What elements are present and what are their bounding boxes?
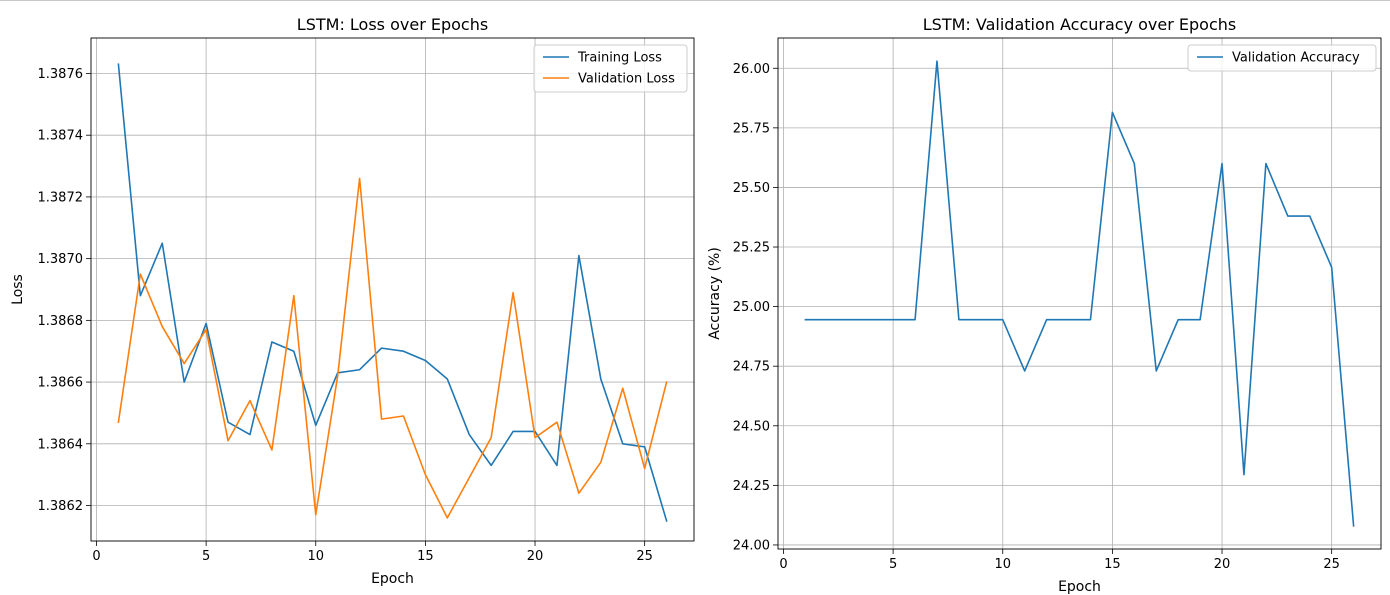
x-tick-label: 5: [202, 549, 210, 564]
x-tick-label: 15: [1104, 557, 1121, 572]
x-tick-label: 25: [1323, 557, 1340, 572]
series-line-2: [117, 177, 668, 519]
chart-title: LSTM: Loss over Epochs: [297, 15, 488, 34]
legend-label: Training Loss: [577, 51, 662, 66]
legend-label: Validation Loss: [578, 72, 675, 87]
x-axis-title: Epoch: [371, 571, 414, 587]
y-tick-label: 25.75: [733, 121, 770, 136]
y-tick-label: 24.50: [733, 419, 770, 434]
x-tick-label: 20: [1214, 557, 1231, 572]
y-tick-label: 25.50: [733, 181, 770, 196]
series-line-1: [117, 63, 668, 522]
x-tick-label: 10: [994, 557, 1011, 572]
legend-label: Validation Accuracy: [1232, 51, 1360, 66]
y-tick-label: 1.3868: [38, 314, 84, 329]
series-line-1: [804, 60, 1355, 527]
plot-frame: [777, 37, 1382, 550]
accuracy-chart: 0 5 10 15 20 25 24.00 24.25 24.50 24.75 25.00 25.25…: [707, 15, 1382, 595]
x-tick-label: 25: [636, 549, 653, 564]
x-tick-label: 10: [307, 549, 324, 564]
y-tick-label: 1.3862: [38, 499, 84, 514]
y-tick-label: 26.00: [733, 62, 770, 77]
y-tick-label: 25.25: [733, 241, 770, 256]
y-tick-label: 24.00: [733, 538, 770, 553]
x-tick-label: 20: [527, 549, 544, 564]
x-axis-title: Epoch: [1058, 579, 1101, 595]
y-axis-title: Accuracy (%): [707, 247, 723, 340]
chart-title: LSTM: Validation Accuracy over Epochs: [923, 15, 1236, 34]
y-tick-label: 1.3866: [38, 376, 84, 391]
y-tick-label: 1.3874: [38, 129, 84, 144]
y-tick-label: 1.3870: [38, 252, 84, 267]
legend-box: [533, 44, 688, 93]
y-tick-label: 1.3876: [38, 67, 84, 82]
plot-frame: [90, 37, 695, 542]
y-axis-title: Loss: [10, 274, 26, 305]
y-tick-label: 24.25: [733, 479, 770, 494]
x-tick-label: 0: [779, 557, 787, 572]
x-tick-label: 5: [889, 557, 897, 572]
loss-chart: 0 5 10 15 20 25 1.3862 1.3864 1.3866 1.3868 1.3870…: [10, 15, 695, 587]
y-tick-label: 24.75: [733, 360, 770, 375]
y-tick-label: 1.3872: [38, 190, 84, 205]
x-tick-label: 15: [417, 549, 434, 564]
y-tick-label: 25.00: [733, 300, 770, 315]
legend-box: [1187, 44, 1377, 72]
y-tick-label: 1.3864: [38, 437, 84, 452]
x-tick-label: 0: [92, 549, 100, 564]
